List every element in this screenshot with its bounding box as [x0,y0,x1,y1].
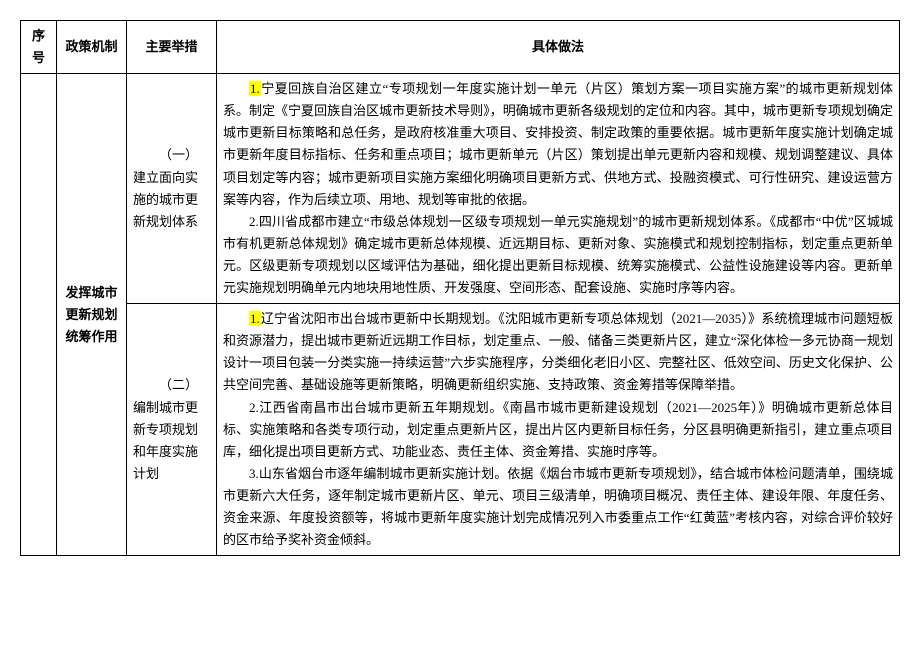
detail-text: 辽宁省沈阳市出台城市更新中长期规划。《沈阳城市更新专项总体规划（2021—203… [223,311,893,392]
table-row: 发挥城市更新规划统筹作用 （一）建立面向实施的城市更新规划体系 1.宁夏回族自治… [21,74,900,304]
table-row: （二）编制城市更新专项规划和年度实施计划 1.辽宁省沈阳市出台城市更新中长期规划… [21,304,900,556]
cell-mechanism: 发挥城市更新规划统筹作用 [57,74,127,556]
cell-measure-2: （二）编制城市更新专项规划和年度实施计划 [127,304,217,556]
detail-paragraph: 1.宁夏回族自治区建立“专项规划一年度实施计划一单元（片区）策划方案一项目实施方… [223,78,893,211]
cell-detail-2: 1.辽宁省沈阳市出台城市更新中长期规划。《沈阳城市更新专项总体规划（2021—2… [217,304,900,556]
detail-paragraph: 2.四川省成都市建立“市级总体规划一区级专项规划一单元实施规划”的城市更新规划体… [223,211,893,299]
header-seq: 序号 [21,21,57,74]
header-mechanism: 政策机制 [57,21,127,74]
table-header-row: 序号 政策机制 主要举措 具体做法 [21,21,900,74]
cell-measure-1: （一）建立面向实施的城市更新规划体系 [127,74,217,304]
highlight-marker: 1. [249,81,261,96]
cell-detail-1: 1.宁夏回族自治区建立“专项规划一年度实施计划一单元（片区）策划方案一项目实施方… [217,74,900,304]
cell-seq [21,74,57,556]
header-measure: 主要举措 [127,21,217,74]
detail-paragraph: 1.辽宁省沈阳市出台城市更新中长期规划。《沈阳城市更新专项总体规划（2021—2… [223,308,893,396]
header-detail: 具体做法 [217,21,900,74]
detail-text: 宁夏回族自治区建立“专项规划一年度实施计划一单元（片区）策划方案一项目实施方案”… [223,81,893,206]
detail-paragraph: 2.江西省南昌市出台城市更新五年期规划。《南昌市城市更新建设规划（2021—20… [223,397,893,463]
detail-paragraph: 3.山东省烟台市逐年编制城市更新实施计划。依据《烟台市城市更新专项规划》，结合城… [223,463,893,551]
highlight-marker: 1. [249,311,261,326]
policy-table: 序号 政策机制 主要举措 具体做法 发挥城市更新规划统筹作用 （一）建立面向实施… [20,20,900,556]
document-page: 序号 政策机制 主要举措 具体做法 发挥城市更新规划统筹作用 （一）建立面向实施… [20,20,900,556]
